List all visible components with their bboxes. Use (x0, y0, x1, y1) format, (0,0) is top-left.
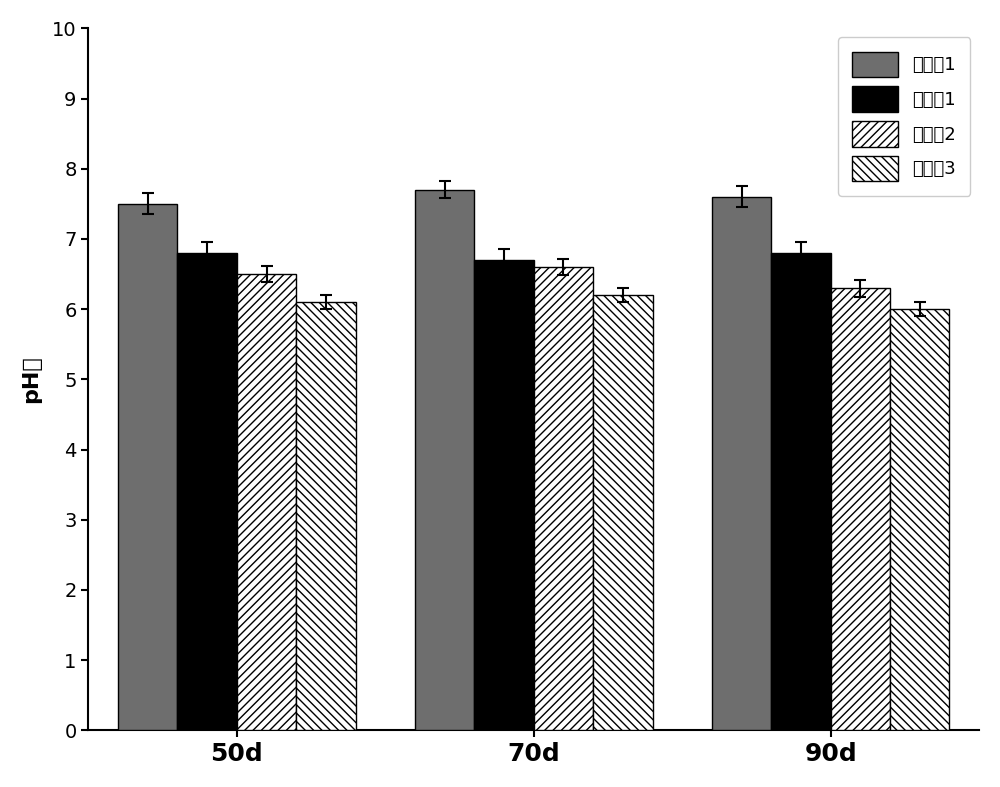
Bar (831, 288, 890, 730)
Bar (593, 295, 653, 730)
Bar (118, 204, 177, 730)
Bar (177, 253, 237, 730)
Bar (415, 190, 474, 730)
Y-axis label: pH值: pH值 (21, 356, 41, 403)
Bar (237, 274, 296, 730)
Bar (771, 253, 831, 730)
Bar (296, 302, 356, 730)
Bar (534, 267, 593, 730)
Bar (712, 197, 771, 730)
Legend: 实施例1, 对比例1, 对比例2, 对比例3: 实施例1, 对比例1, 对比例2, 对比例3 (838, 37, 970, 195)
Bar (474, 260, 534, 730)
Bar (890, 309, 949, 730)
